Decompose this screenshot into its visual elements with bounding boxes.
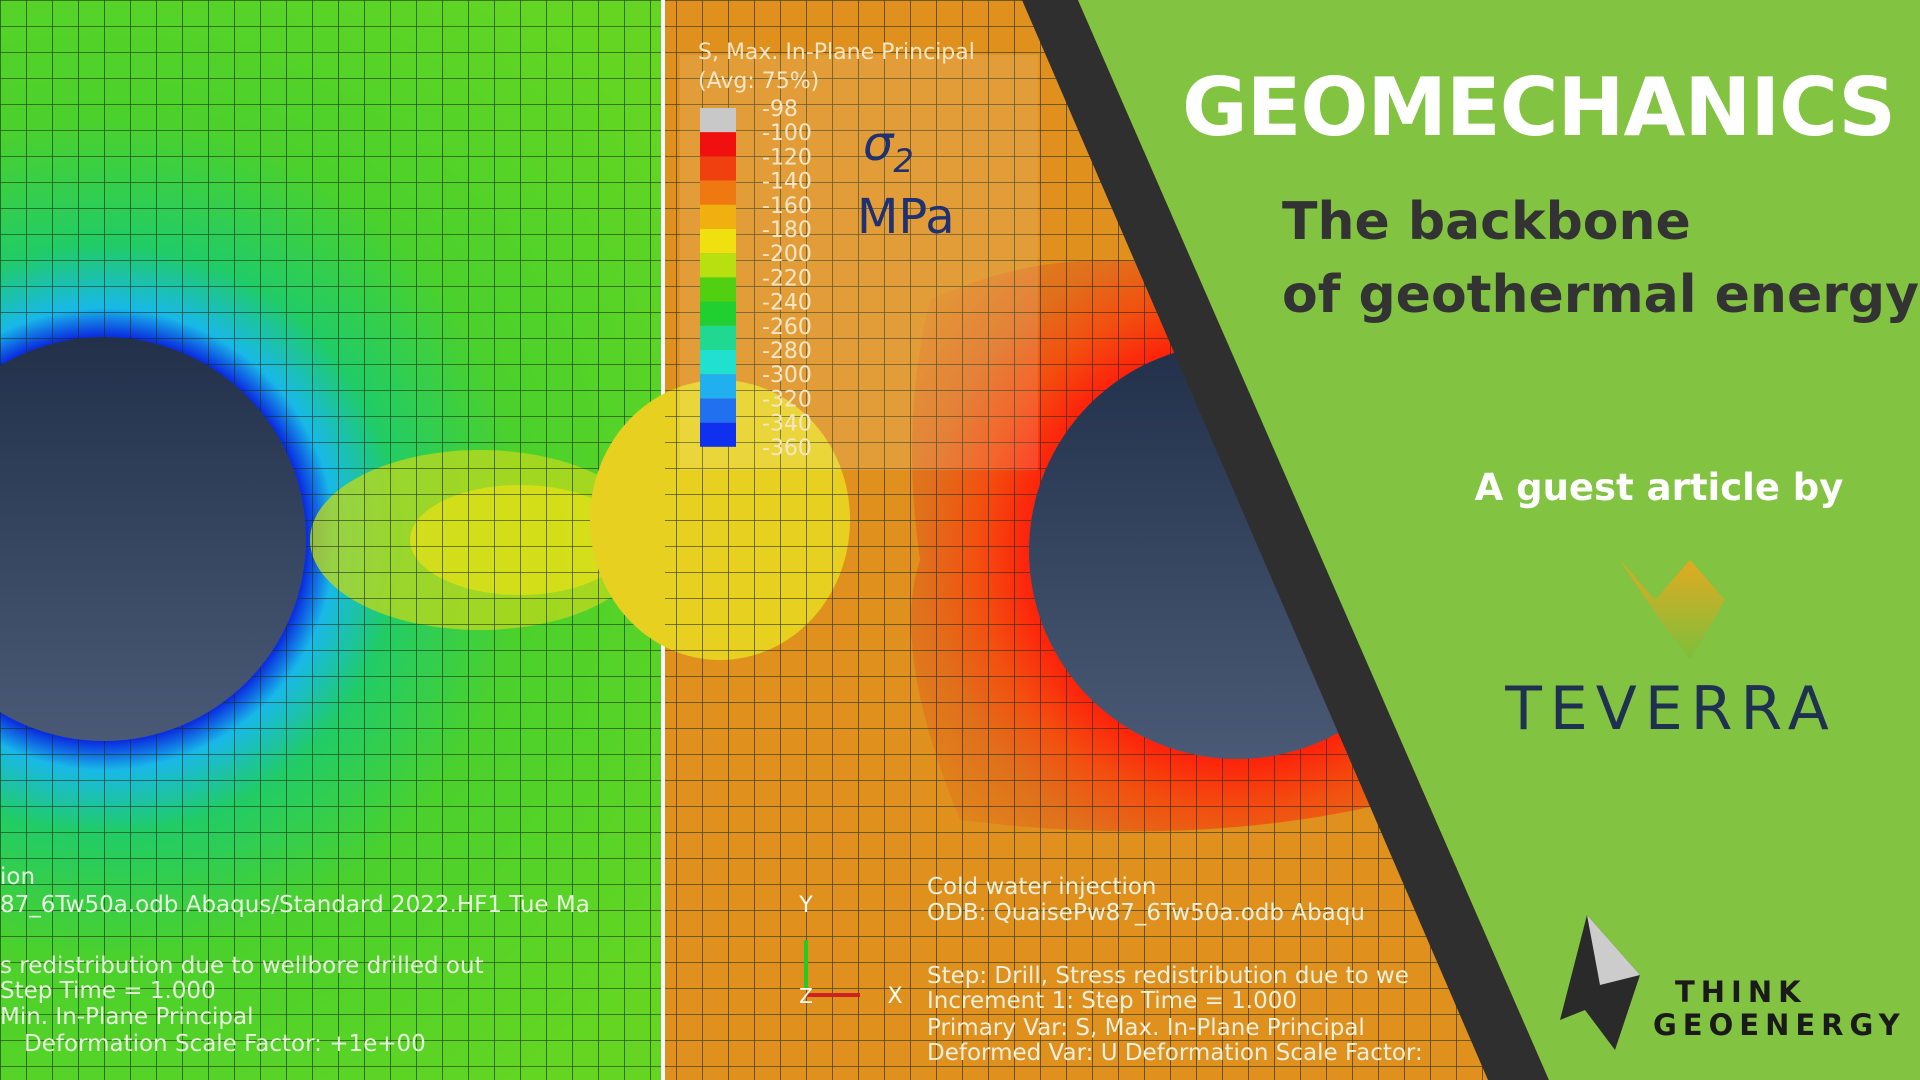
legend-value: -260 <box>762 315 812 340</box>
caption: Cold water injection <box>927 874 1156 900</box>
legend-value: -100 <box>762 121 812 146</box>
tgc-icon <box>1587 915 1640 985</box>
caption: Increment 1: Step Time = 1.000 <box>927 988 1297 1014</box>
left-simulation <box>0 0 661 1080</box>
legend-unit: MPa <box>857 189 955 245</box>
caption: ODB: QuaisePw87_6Tw50a.odb Abaqu <box>927 900 1365 926</box>
axis-label: Y <box>798 893 813 918</box>
legend-value: -98 <box>762 97 798 122</box>
byline: A guest article by <box>1475 466 1844 509</box>
legend-swatch <box>700 132 736 157</box>
legend-swatch <box>700 180 736 205</box>
publisher-logo: GEOENERGY <box>1653 1008 1906 1042</box>
caption: Primary Var: S, Max. In-Plane Principal <box>927 1015 1365 1041</box>
legend-value: -200 <box>762 242 812 267</box>
legend-average: (Avg: 75%) <box>698 69 819 94</box>
teverra-logo: TEVERRA <box>1504 674 1837 744</box>
teverra-icon <box>1620 560 1725 660</box>
legend-swatch <box>700 422 736 447</box>
legend-title: S, Max. In-Plane Principal <box>698 40 975 65</box>
legend-swatch <box>700 398 736 423</box>
legend-value: -180 <box>762 218 812 243</box>
legend-swatch <box>700 374 736 399</box>
legend-swatch <box>700 325 736 350</box>
legend-value: -220 <box>762 266 812 291</box>
legend-symbol: σ2 <box>863 116 914 180</box>
legend-value: -160 <box>762 194 812 219</box>
legend-value: -340 <box>762 412 812 437</box>
caption: Step: Drill, Stress redistribution due t… <box>927 963 1409 989</box>
subtitle: of geothermal energy <box>1282 265 1919 325</box>
legend-value: -240 <box>762 291 812 316</box>
legend-swatch <box>700 108 736 133</box>
legend-value: -120 <box>762 145 812 170</box>
caption: Min. In-Plane Principal <box>0 1004 254 1030</box>
title: GEOMECHANICS <box>1182 61 1896 154</box>
axis-label: Z <box>799 984 813 1008</box>
axis-label: X <box>887 984 902 1009</box>
legend-swatch <box>700 204 736 229</box>
publisher-logo: THINK <box>1675 975 1807 1009</box>
caption: s redistribution due to wellbore drilled… <box>0 953 484 979</box>
caption: 87_6Tw50a.odb Abaqus/Standard 2022.HF1 T… <box>0 892 590 918</box>
legend-swatch <box>700 350 736 375</box>
legend-swatch <box>700 156 736 181</box>
symbol: σ <box>863 116 895 172</box>
legend-value: -360 <box>762 436 812 461</box>
subscript: 2 <box>893 142 913 180</box>
caption: Deformation Scale Factor: +1e+00 <box>24 1031 426 1057</box>
diagonal-band <box>1022 0 1549 1080</box>
subtitle: The backbone <box>1282 192 1691 252</box>
green-panel <box>1078 0 1920 1080</box>
legend-swatch <box>700 253 736 278</box>
caption: ion <box>0 864 35 890</box>
legend-value: -300 <box>762 363 812 388</box>
legend-swatch <box>700 229 736 254</box>
legend-swatch <box>700 277 736 302</box>
legend-value: -140 <box>762 170 812 195</box>
legend-value: -280 <box>762 339 812 364</box>
caption: Step Time = 1.000 <box>0 978 216 1004</box>
legend-swatch <box>700 301 736 326</box>
caption: Deformed Var: U Deformation Scale Factor… <box>927 1040 1423 1066</box>
legend-value: -320 <box>762 387 812 412</box>
